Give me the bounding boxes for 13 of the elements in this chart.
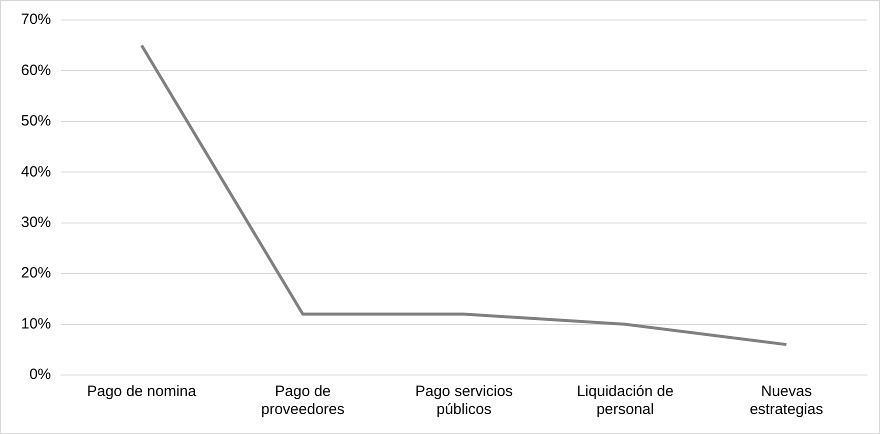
x-tick-label: Pago servicios públicos bbox=[415, 383, 513, 418]
y-tick-label: 0% bbox=[29, 366, 52, 384]
x-tick-label: Pago de proveedores bbox=[261, 383, 345, 418]
x-tick-label: Liquidación de personal bbox=[576, 383, 674, 418]
x-tick-label: Nuevas estrategias bbox=[750, 383, 824, 418]
y-tick-label: 30% bbox=[20, 214, 52, 231]
y-tick-label: 20% bbox=[20, 264, 52, 282]
y-tick-label: 50% bbox=[20, 112, 52, 130]
y-tick-label: 70% bbox=[20, 11, 52, 28]
y-tick-label: 60% bbox=[20, 62, 52, 79]
y-tick-label: 40% bbox=[20, 163, 52, 180]
x-tick-label: Pago de nomina bbox=[86, 383, 197, 400]
y-tick-label: 10% bbox=[20, 315, 52, 332]
